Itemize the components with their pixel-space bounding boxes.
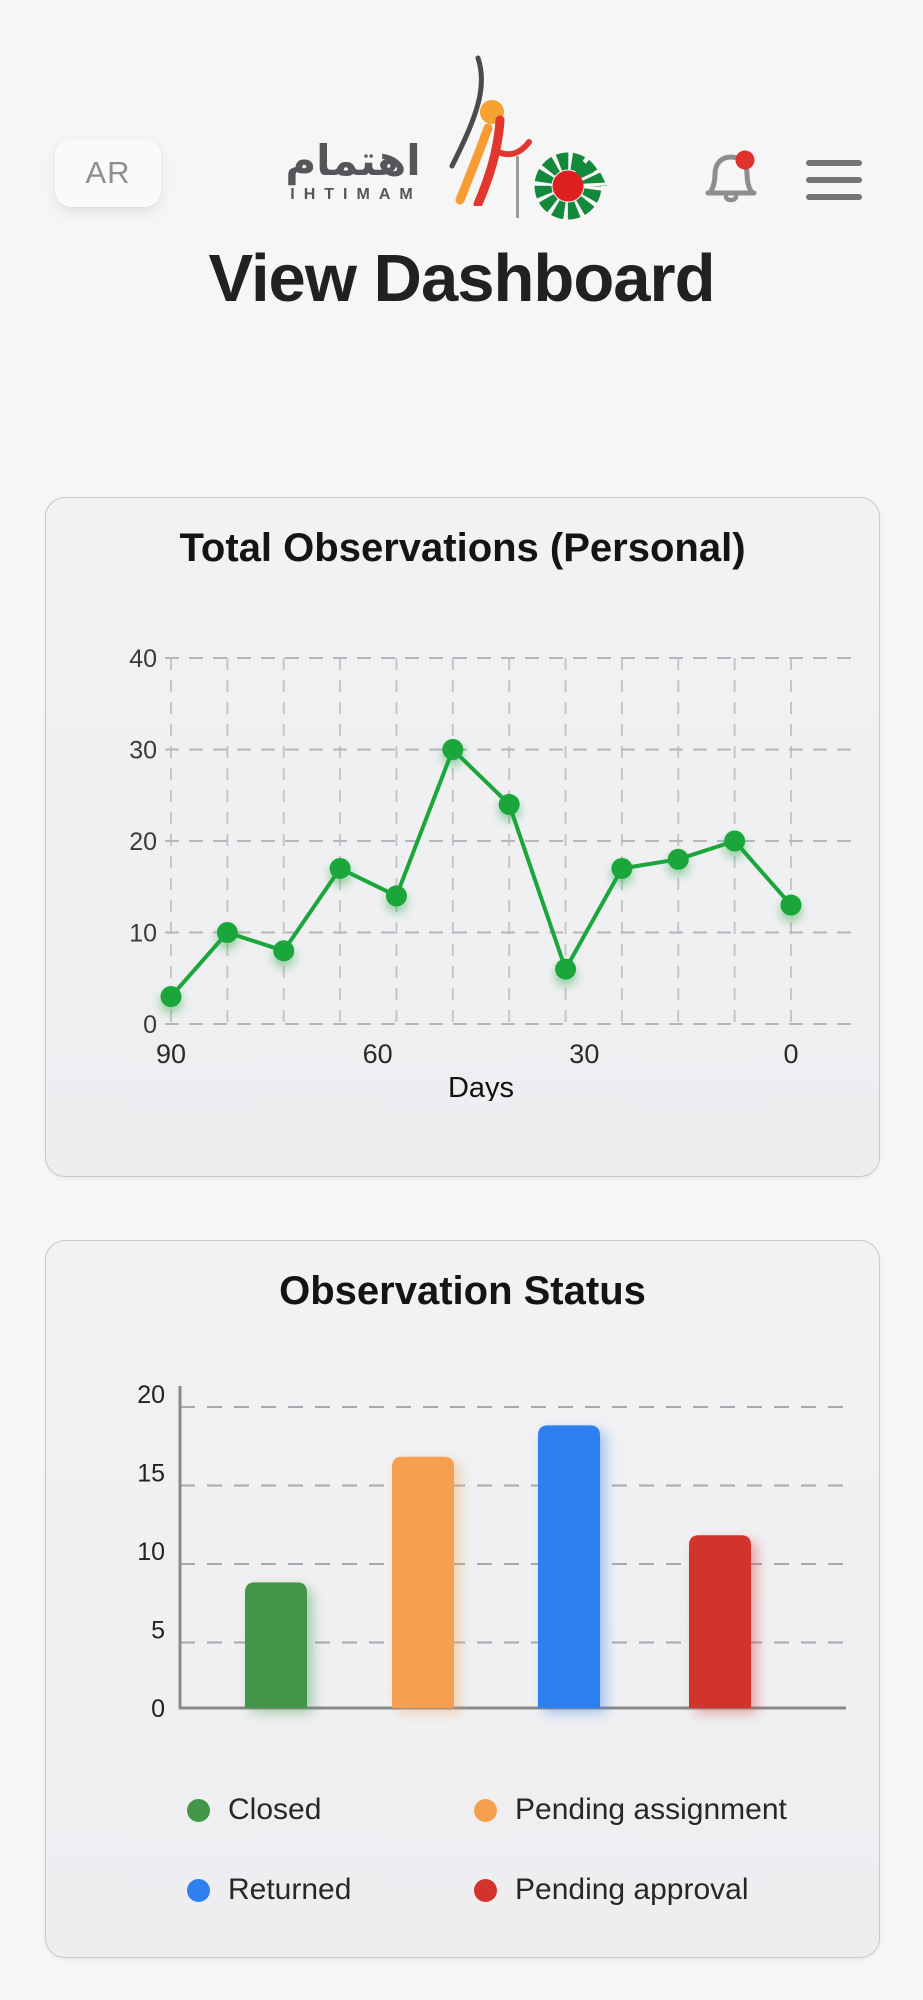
legend-label: Pending assignment (515, 1793, 787, 1826)
legend-item-pending-assignment: Pending assignment (474, 1793, 855, 1827)
legend-dot (187, 1878, 210, 1902)
gridlines (165, 657, 857, 1032)
data-point (385, 885, 407, 907)
x-axis-label: Days (448, 1072, 514, 1101)
data-point (555, 958, 577, 980)
total-observations-card: Total Observations (Personal) 0 10 20 30 40 9… (45, 497, 880, 1177)
data-point (667, 848, 689, 870)
notifications-bell-icon[interactable] (695, 144, 767, 216)
line-chart-title: Total Observations (Personal) (179, 526, 746, 570)
data-point (442, 739, 464, 760)
y-tick-label: 20 (129, 828, 157, 856)
legend-item-returned: Returned (187, 1873, 474, 1907)
brand-name-arabic: اهتمام (285, 136, 421, 185)
line-chart: 0 10 20 30 40 90 60 30 0 Days (129, 645, 857, 1101)
data-point (273, 940, 295, 962)
y-tick-label: 15 (137, 1460, 165, 1488)
menu-bar (806, 177, 862, 183)
data-point (724, 830, 746, 852)
data-point (216, 922, 238, 943)
y-tick-label: 40 (129, 645, 157, 673)
bar-closed (245, 1582, 307, 1708)
bar-chart-legend: Closed Pending assignment Returned Pending … (187, 1793, 855, 1907)
legend-item-closed: Closed (187, 1793, 474, 1827)
y-tick-label: 0 (143, 1011, 157, 1039)
x-tick-label: 60 (363, 1039, 393, 1069)
y-tick-label: 0 (151, 1695, 165, 1723)
data-point (329, 857, 351, 879)
legend-dot (474, 1878, 497, 1902)
notification-badge (735, 150, 755, 170)
x-axis: 90 60 30 0 Days (156, 1039, 799, 1101)
legend-item-pending-approval: Pending approval (474, 1873, 855, 1907)
data-point (780, 894, 802, 916)
data-point (498, 793, 520, 815)
legend-label: Closed (228, 1793, 322, 1826)
bars (245, 1425, 751, 1708)
legend-dot (187, 1798, 210, 1822)
brand-logo: اهتمام IHTIMAM (260, 136, 446, 204)
language-toggle-button[interactable]: AR (55, 139, 161, 207)
y-tick-label: 10 (129, 920, 157, 948)
y-tick-label: 30 (129, 737, 157, 765)
menu-button[interactable] (806, 160, 862, 202)
y-tick-label: 5 (151, 1617, 165, 1645)
observation-status-card: Observation Status 0 5 10 15 20 Closed Pendin… (45, 1240, 880, 1958)
menu-bar (806, 194, 862, 200)
brand-figure-icon (449, 55, 532, 206)
page-title: View Dashboard (208, 241, 715, 316)
y-tick-label: 10 (137, 1538, 165, 1566)
data-points (160, 739, 802, 1008)
bar-chart: 0 5 10 15 20 (137, 1381, 846, 1723)
y-tick-label: 20 (137, 1381, 165, 1409)
bar-pending-assignment (392, 1456, 454, 1708)
data-point (160, 986, 182, 1008)
data-point (611, 857, 633, 879)
brand-divider (516, 156, 519, 218)
brand-name-latin: IHTIMAM (290, 186, 422, 204)
bar-returned (538, 1425, 600, 1708)
data-line (169, 747, 793, 998)
y-axis: 0 10 20 30 40 (129, 645, 157, 1039)
x-tick-label: 90 (156, 1039, 186, 1069)
brand-emblem-icon (534, 152, 608, 220)
legend-dot (474, 1798, 497, 1822)
menu-bar (806, 160, 862, 166)
legend-label: Returned (228, 1873, 352, 1906)
bar-pending-approval (689, 1535, 751, 1708)
legend-label: Pending approval (515, 1873, 749, 1906)
x-tick-label: 0 (783, 1039, 798, 1069)
bar-chart-title: Observation Status (279, 1269, 646, 1313)
x-tick-label: 30 (569, 1039, 599, 1069)
